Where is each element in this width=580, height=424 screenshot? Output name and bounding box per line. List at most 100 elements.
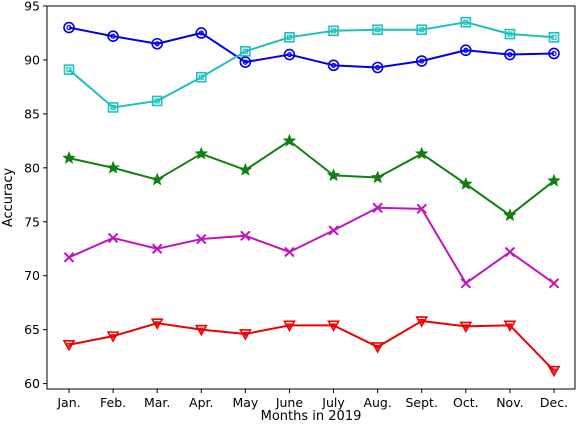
x-tick-label: Nov.: [496, 395, 523, 410]
data-point-triangle: [283, 320, 296, 332]
data-point-square-inner: [419, 27, 425, 33]
data-point-triangle: [503, 320, 517, 332]
data-point-circle-inner: [154, 41, 160, 47]
data-point-square-inner: [198, 74, 204, 80]
data-point-triangle-inner: [198, 327, 205, 333]
data-point-triangle-inner: [242, 331, 249, 337]
data-point-x: [151, 243, 163, 254]
data-point-star: [282, 133, 297, 147]
y-tick-label: 70: [24, 268, 40, 283]
data-point-triangle-inner: [418, 319, 425, 325]
data-point-square: [284, 31, 295, 43]
data-point-x: [328, 225, 339, 236]
data-point-star: [370, 170, 385, 184]
data-point-square: [195, 71, 207, 83]
data-point-star: [106, 160, 120, 174]
data-point-x: [107, 232, 119, 244]
data-point-circle: [460, 44, 472, 57]
data-point-star: [238, 162, 253, 176]
data-point-square-inner: [507, 31, 513, 37]
x-tick-label: Dec.: [540, 395, 568, 410]
data-point-x: [372, 202, 383, 213]
x-tick-label: July: [321, 395, 345, 410]
data-point-star: [414, 146, 429, 160]
series-line: [68, 320, 555, 372]
x-tick-label: Feb.: [100, 395, 126, 410]
series-line: [68, 206, 555, 285]
data-point-triangle: [371, 342, 384, 354]
data-point-triangle: [106, 331, 120, 343]
data-point-circle: [327, 59, 340, 72]
x-tick-label: Sept.: [406, 395, 438, 410]
data-point-circle: [239, 56, 252, 68]
data-point-square: [460, 16, 472, 28]
data-point-triangle-inner: [110, 334, 116, 340]
series-5: [62, 316, 561, 378]
y-tick-label: 65: [24, 322, 40, 337]
data-point-triangle: [150, 318, 164, 330]
data-point-star: [503, 208, 517, 222]
data-point-x: [416, 203, 427, 215]
data-point-triangle: [62, 339, 76, 352]
plot-series: [62, 16, 561, 378]
data-point-square: [504, 28, 516, 40]
data-point-x: [63, 252, 75, 263]
data-point-circle-inner: [551, 50, 557, 57]
series-line: [68, 21, 555, 109]
data-point-star: [62, 151, 76, 164]
plot-frame: [46, 5, 576, 390]
data-point-circle-inner: [110, 33, 116, 39]
data-point-square-inner: [330, 28, 337, 34]
data-point-square: [328, 25, 339, 37]
x-tick-label: Aug.: [363, 395, 391, 410]
series-line: [68, 139, 555, 217]
data-point-square-inner: [154, 98, 160, 104]
data-point-x: [284, 246, 295, 258]
data-point-circle-inner: [242, 59, 248, 65]
y-tick-label: 80: [24, 160, 40, 175]
data-point-square-inner: [463, 19, 469, 25]
data-point-triangle-inner: [66, 342, 72, 348]
data-point-square-inner: [110, 104, 116, 111]
data-point-star: [194, 146, 209, 160]
data-point-square-inner: [242, 48, 248, 54]
data-point-star: [459, 176, 473, 190]
series-4: [63, 202, 560, 289]
x-tick-label: May: [232, 395, 258, 410]
data-point-square: [151, 95, 163, 107]
data-point-triangle-inner: [507, 323, 513, 329]
data-point-square-inner: [286, 34, 293, 40]
data-point-circle: [107, 30, 119, 43]
data-point-triangle: [415, 316, 429, 328]
data-point-circle: [504, 48, 516, 61]
data-point-triangle: [194, 324, 208, 337]
data-point-x: [240, 230, 251, 242]
data-point-circle-inner: [507, 51, 513, 58]
data-point-star: [150, 172, 164, 186]
x-tick-label: June: [275, 395, 304, 410]
x-axis: Jan. Feb. Mar. Apr. May June July Aug. Sept. Oct.…: [56, 389, 568, 410]
data-point-star: [547, 173, 561, 187]
data-point-circle-inner: [375, 64, 381, 71]
data-point-circle-inner: [330, 62, 337, 68]
x-tick-label: Mar.: [144, 395, 170, 410]
x-tick-label: Jan.: [56, 395, 80, 410]
data-point-triangle-inner: [462, 324, 469, 330]
data-point-square-inner: [66, 67, 72, 73]
data-point-square-inner: [551, 34, 557, 40]
x-tick-label: Apr.: [189, 395, 213, 410]
data-point-circle: [63, 21, 75, 34]
data-point-star: [326, 168, 341, 182]
data-point-triangle-inner: [286, 323, 293, 329]
y-axis-label: Accuracy: [1, 168, 16, 228]
data-point-square: [372, 24, 383, 36]
x-axis-label: Months in 2019: [261, 409, 362, 424]
y-tick-label: 85: [24, 106, 40, 121]
data-point-x: [196, 233, 207, 245]
data-point-circle: [151, 37, 163, 50]
x-tick-label: Oct.: [453, 395, 479, 410]
data-point-circle-inner: [286, 51, 293, 58]
data-point-triangle-inner: [551, 368, 557, 374]
data-point-triangle-inner: [330, 323, 337, 329]
